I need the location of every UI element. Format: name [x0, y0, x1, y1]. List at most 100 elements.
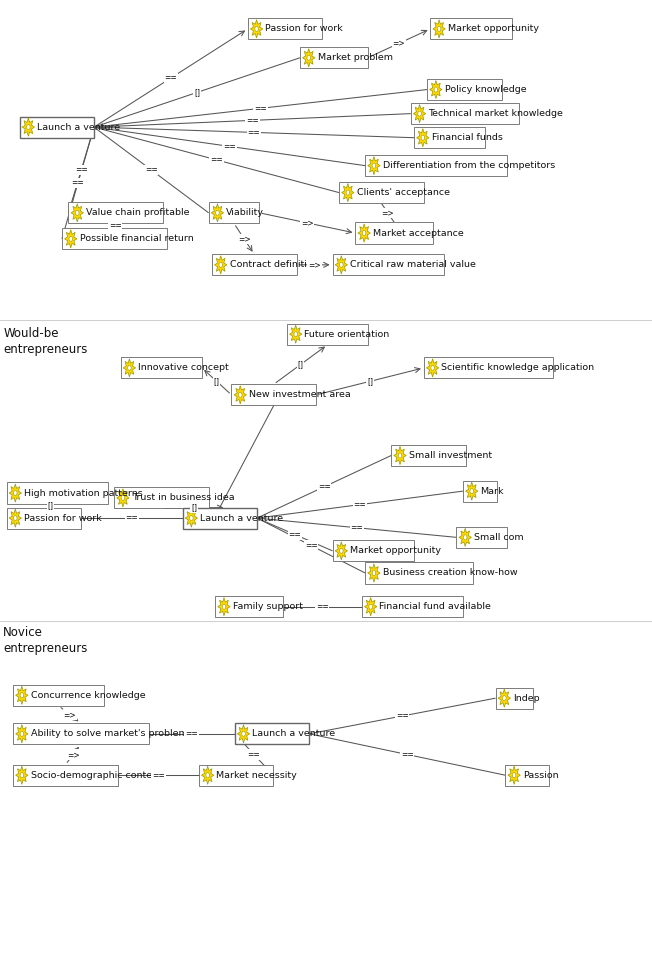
Text: Financial funds: Financial funds	[432, 133, 503, 143]
Text: []: []	[194, 88, 200, 97]
Text: Differentiation from the competitors: Differentiation from the competitors	[383, 161, 555, 170]
Polygon shape	[117, 489, 129, 507]
Circle shape	[190, 515, 193, 521]
Text: Market problem: Market problem	[318, 53, 393, 63]
Text: Socio-demographic context: Socio-demographic context	[31, 770, 161, 780]
Circle shape	[216, 210, 219, 216]
Text: =>: =>	[67, 750, 80, 759]
Polygon shape	[364, 597, 377, 616]
FancyBboxPatch shape	[199, 765, 273, 786]
Text: ==: ==	[304, 541, 318, 550]
FancyBboxPatch shape	[505, 765, 549, 786]
Text: Contract definition: Contract definition	[230, 260, 318, 270]
FancyBboxPatch shape	[114, 487, 209, 508]
Text: ==: ==	[125, 513, 138, 523]
Text: []: []	[367, 377, 373, 386]
Text: Novice
entrepreneurs: Novice entrepreneurs	[3, 626, 87, 655]
Text: ==: ==	[248, 128, 260, 137]
Circle shape	[431, 365, 434, 371]
Text: Scientific knowledge application: Scientific knowledge application	[441, 363, 595, 373]
Text: []: []	[297, 360, 304, 369]
Text: ==: ==	[350, 523, 363, 533]
FancyBboxPatch shape	[365, 155, 507, 176]
Polygon shape	[413, 104, 426, 122]
FancyBboxPatch shape	[7, 482, 108, 504]
Text: =>: =>	[301, 219, 314, 227]
FancyBboxPatch shape	[212, 254, 297, 275]
Text: ==: ==	[353, 500, 366, 509]
Text: ==: ==	[152, 770, 165, 780]
Polygon shape	[358, 223, 370, 242]
FancyBboxPatch shape	[231, 384, 316, 405]
Text: ==: ==	[185, 729, 198, 739]
Polygon shape	[426, 358, 439, 377]
FancyBboxPatch shape	[287, 324, 368, 345]
Text: Mark: Mark	[481, 486, 504, 496]
FancyBboxPatch shape	[13, 723, 149, 744]
Polygon shape	[218, 597, 230, 616]
Text: Concurrence knowledge: Concurrence knowledge	[31, 690, 145, 700]
Polygon shape	[430, 81, 442, 98]
Circle shape	[369, 604, 372, 610]
Circle shape	[418, 111, 421, 117]
Polygon shape	[65, 229, 77, 247]
Text: ==: ==	[288, 530, 301, 539]
Circle shape	[340, 548, 343, 554]
Circle shape	[121, 495, 125, 501]
Text: Financial fund available: Financial fund available	[379, 602, 492, 612]
Polygon shape	[433, 19, 445, 38]
FancyBboxPatch shape	[20, 117, 94, 138]
Text: ==: ==	[109, 221, 121, 230]
Polygon shape	[201, 767, 214, 784]
Text: Small com: Small com	[474, 533, 524, 542]
Text: Launch a venture: Launch a venture	[200, 513, 283, 523]
Text: []: []	[191, 504, 197, 512]
FancyBboxPatch shape	[391, 445, 466, 466]
Circle shape	[294, 331, 297, 337]
Text: ==: ==	[223, 142, 236, 151]
Circle shape	[398, 453, 402, 458]
Circle shape	[255, 26, 258, 32]
FancyBboxPatch shape	[300, 47, 368, 68]
FancyBboxPatch shape	[183, 508, 257, 529]
Text: =>: =>	[238, 234, 250, 244]
Polygon shape	[16, 686, 28, 705]
Circle shape	[206, 772, 209, 778]
Polygon shape	[9, 483, 22, 503]
FancyBboxPatch shape	[13, 685, 104, 706]
Polygon shape	[123, 358, 136, 377]
Text: Business creation know-how: Business creation know-how	[383, 568, 517, 578]
FancyBboxPatch shape	[414, 127, 485, 148]
Circle shape	[421, 135, 424, 141]
Polygon shape	[417, 128, 429, 146]
FancyBboxPatch shape	[362, 596, 464, 617]
Polygon shape	[234, 386, 246, 404]
Text: Family support: Family support	[233, 602, 303, 612]
Polygon shape	[9, 508, 22, 528]
Polygon shape	[22, 117, 35, 136]
Text: ==: ==	[401, 750, 413, 759]
Circle shape	[14, 490, 17, 496]
FancyBboxPatch shape	[333, 540, 414, 561]
Text: Indep: Indep	[513, 693, 540, 703]
Text: Trust in business idea: Trust in business idea	[132, 493, 234, 503]
FancyBboxPatch shape	[430, 18, 512, 39]
Polygon shape	[215, 256, 227, 273]
FancyBboxPatch shape	[121, 357, 202, 378]
FancyBboxPatch shape	[62, 228, 167, 249]
Circle shape	[464, 534, 467, 540]
Text: Innovative concept: Innovative concept	[138, 363, 229, 373]
Polygon shape	[16, 724, 28, 743]
Text: Market opportunity: Market opportunity	[350, 546, 441, 556]
Circle shape	[512, 772, 516, 778]
Polygon shape	[211, 204, 224, 221]
Text: ==: ==	[72, 178, 84, 188]
FancyBboxPatch shape	[365, 562, 473, 584]
Circle shape	[340, 262, 343, 268]
Text: ==: ==	[210, 155, 223, 165]
FancyBboxPatch shape	[355, 222, 433, 244]
Circle shape	[128, 365, 131, 371]
Text: ==: ==	[75, 166, 87, 174]
FancyBboxPatch shape	[235, 723, 309, 744]
Polygon shape	[394, 447, 406, 464]
